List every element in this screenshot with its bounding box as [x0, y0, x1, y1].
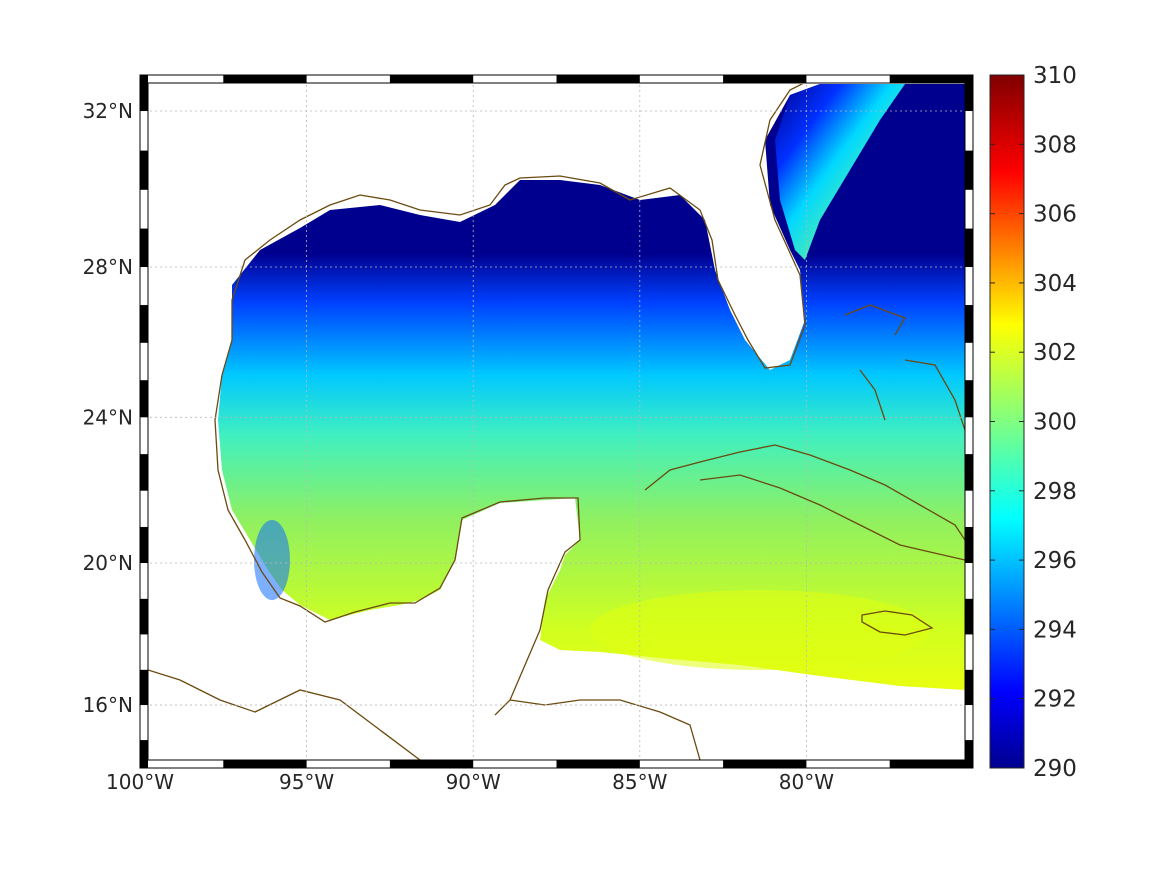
- lon-tick-label: 95°W: [279, 770, 334, 794]
- frame-segment: [389, 760, 474, 768]
- longitude-tick-labels: 100°W 95°W 90°W 85°W 80°W: [106, 770, 834, 794]
- colorbar-tick-label: 290: [1033, 756, 1077, 782]
- frame-segment: [965, 75, 973, 112]
- coast-central-america: [148, 669, 421, 760]
- colorbar-tick-label: 300: [1033, 410, 1077, 436]
- frame-segment: [965, 526, 973, 564]
- mexico-coastal-cool: [254, 520, 290, 600]
- lon-tick-label: 85°W: [612, 770, 667, 794]
- coast-jamaica: [861, 610, 934, 636]
- frame-segment: [965, 380, 973, 418]
- map-frame: [139, 74, 974, 769]
- sst-field: [218, 84, 965, 690]
- colorbar-tick-label: 294: [1033, 617, 1077, 643]
- frame-segment: [223, 760, 307, 768]
- frame-segment: [723, 760, 807, 768]
- frame-segment: [223, 75, 307, 83]
- atlantic-cold-band: [775, 84, 905, 260]
- frame-segment: [889, 760, 973, 768]
- colorbar-tick-label: 298: [1033, 479, 1077, 505]
- coast-mexico: [214, 374, 581, 716]
- lat-tick-label: 28°N: [83, 255, 133, 279]
- frame-segment: [965, 740, 973, 768]
- colorbar: [989, 74, 1025, 769]
- frame-segment: [140, 228, 148, 268]
- frame-segment: [723, 75, 807, 83]
- frame-segment: [140, 454, 148, 491]
- colorbar-tick-label: 310: [1033, 63, 1077, 89]
- colorbar-tick-label: 304: [1033, 271, 1077, 297]
- colorbar-tick-label: 308: [1033, 132, 1077, 158]
- frame-segment: [556, 760, 640, 768]
- graticule: [148, 84, 965, 760]
- frame-segment: [965, 228, 973, 268]
- lat-tick-label: 20°N: [83, 551, 133, 575]
- frame-segment: [140, 740, 148, 768]
- lat-tick-label: 24°N: [83, 405, 133, 429]
- colorbar-tick-label: 296: [1033, 548, 1077, 574]
- frame-segment: [140, 526, 148, 564]
- frame-segment: [965, 305, 973, 343]
- lon-tick-label: 80°W: [779, 770, 834, 794]
- lon-tick-label: 90°W: [446, 770, 501, 794]
- colorbar-tick-label: 306: [1033, 202, 1077, 228]
- colorbar-tick-labels: 290 292 294 296 298 300 302 304 306 308 310: [990, 63, 1077, 782]
- frame-segment: [140, 305, 148, 343]
- coast-gulf-north: [221, 84, 806, 376]
- coastlines: [148, 84, 965, 760]
- frame-segment: [140, 150, 148, 190]
- coast-cuba: [644, 444, 965, 561]
- colorbar-tick-label: 292: [1033, 687, 1077, 713]
- coast-bahamas: [844, 304, 965, 431]
- frame-segment: [965, 598, 973, 635]
- frame-segment: [556, 75, 640, 83]
- lon-tick-label: 100°W: [106, 770, 174, 794]
- warm-caribbean-patch: [590, 590, 930, 670]
- frame-segment: [965, 150, 973, 190]
- lat-tick-label: 32°N: [83, 99, 133, 123]
- frame-segment: [965, 669, 973, 706]
- latitude-tick-labels: 32°N 28°N 24°N 20°N 16°N: [83, 99, 133, 717]
- lat-tick-label: 16°N: [83, 693, 133, 717]
- frame-segment: [140, 598, 148, 635]
- colorbar-tick-label: 302: [1033, 340, 1077, 366]
- gulf-water: [218, 84, 965, 690]
- frame-segment: [889, 75, 973, 83]
- frame-segment: [389, 75, 474, 83]
- frame-segment: [965, 454, 973, 491]
- frame-segment: [140, 75, 148, 112]
- frame-segment: [140, 669, 148, 706]
- frame-segment: [140, 380, 148, 418]
